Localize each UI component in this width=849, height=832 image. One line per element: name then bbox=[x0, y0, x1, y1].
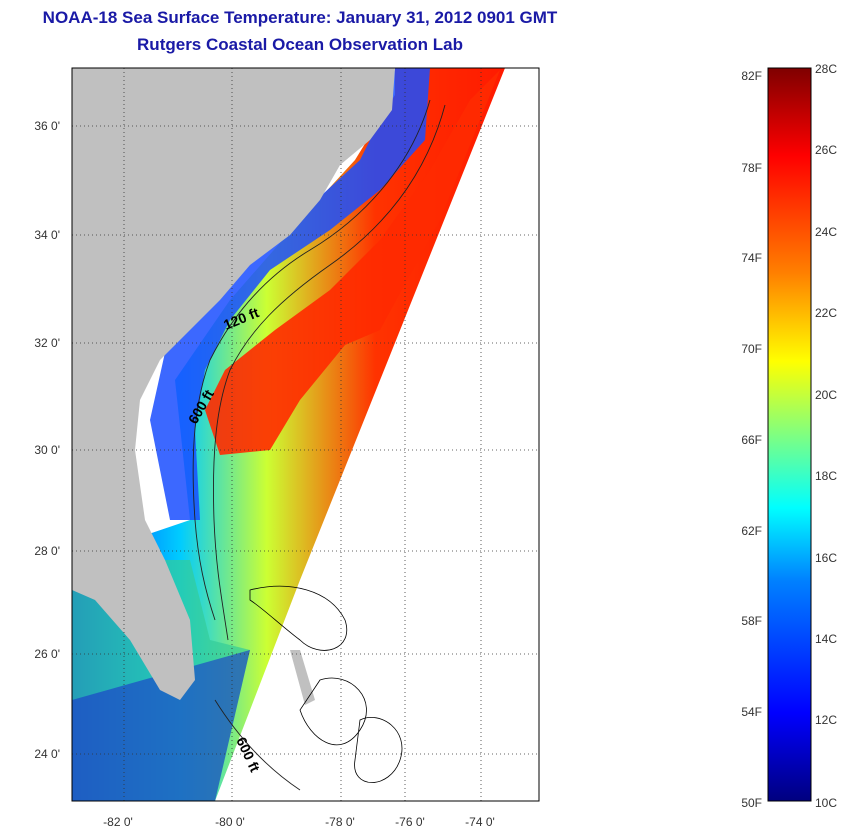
lat-label: 26 0' bbox=[34, 647, 60, 661]
nearshore-cold-water bbox=[150, 68, 430, 520]
contour-600ft-bahamas bbox=[214, 699, 301, 791]
lon-label: -80 0' bbox=[215, 815, 245, 829]
map-subtitle: Rutgers Coastal Ocean Observation Lab bbox=[137, 35, 463, 54]
map-frame bbox=[71, 67, 540, 802]
bahamas-banks bbox=[249, 585, 403, 783]
fahrenheit-label: 50F bbox=[741, 796, 762, 810]
celsius-label: 16C bbox=[815, 551, 837, 565]
fahrenheit-label: 74F bbox=[741, 251, 762, 265]
longitude-axis: -82 0' -80 0' -78 0' -76 0' -74 0' bbox=[103, 815, 495, 829]
land-bahamas bbox=[290, 650, 315, 705]
keys-cold-patch bbox=[72, 650, 250, 801]
lat-label: 28 0' bbox=[34, 544, 60, 558]
map-area bbox=[72, 68, 539, 801]
land-mainland bbox=[72, 68, 395, 700]
latitude-axis: 36 0' 34 0' 32 0' 30 0' 28 0' 26 0' 24 0… bbox=[34, 119, 60, 761]
lon-label: -76 0' bbox=[395, 815, 425, 829]
contour-120ft bbox=[192, 99, 431, 621]
colorbar-gradient bbox=[767, 67, 812, 802]
lon-label: -74 0' bbox=[465, 815, 495, 829]
celsius-label: 14C bbox=[815, 632, 837, 646]
lon-label: -78 0' bbox=[325, 815, 355, 829]
fahrenheit-scale: 82F 78F 74F 70F 66F 62F 58F 54F 50F bbox=[741, 69, 762, 810]
celsius-scale: 28C 26C 24C 22C 20C 18C 16C 14C 12C 10C bbox=[815, 62, 837, 810]
celsius-label: 12C bbox=[815, 713, 837, 727]
contour-600ft bbox=[213, 104, 446, 641]
gulf-stream-core bbox=[205, 70, 500, 455]
fahrenheit-label: 62F bbox=[741, 524, 762, 538]
celsius-label: 10C bbox=[815, 796, 837, 810]
celsius-label: 22C bbox=[815, 306, 837, 320]
lat-label: 36 0' bbox=[34, 119, 60, 133]
lat-label: 24 0' bbox=[34, 747, 60, 761]
fahrenheit-label: 58F bbox=[741, 614, 762, 628]
fahrenheit-label: 66F bbox=[741, 433, 762, 447]
celsius-label: 24C bbox=[815, 225, 837, 239]
lat-label: 32 0' bbox=[34, 336, 60, 350]
map-title: NOAA-18 Sea Surface Temperature: January… bbox=[42, 8, 558, 27]
fahrenheit-label: 54F bbox=[741, 705, 762, 719]
lon-label: -82 0' bbox=[103, 815, 133, 829]
fahrenheit-label: 82F bbox=[741, 69, 762, 83]
celsius-label: 18C bbox=[815, 469, 837, 483]
celsius-label: 20C bbox=[815, 388, 837, 402]
fahrenheit-label: 70F bbox=[741, 342, 762, 356]
lat-label: 30 0' bbox=[34, 443, 60, 457]
lat-label: 34 0' bbox=[34, 228, 60, 242]
celsius-label: 28C bbox=[815, 62, 837, 76]
fahrenheit-label: 78F bbox=[741, 161, 762, 175]
temperature-colorbar: 82F 78F 74F 70F 66F 62F 58F 54F 50F 28C … bbox=[741, 62, 837, 810]
celsius-label: 26C bbox=[815, 143, 837, 157]
